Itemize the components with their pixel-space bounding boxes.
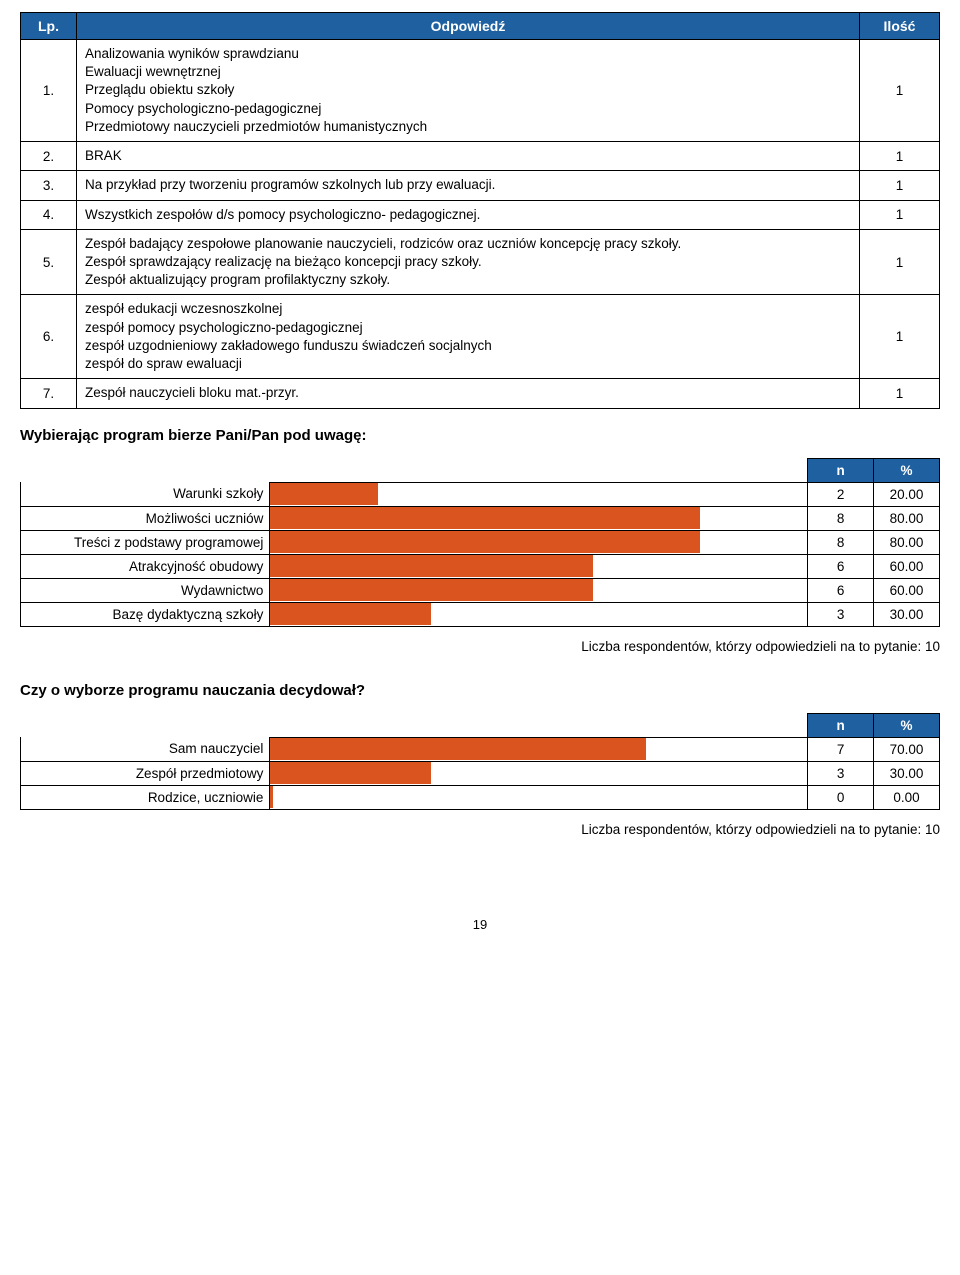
cell-label: Rodzice, uczniowie — [21, 785, 270, 809]
cell-pct: 60.00 — [874, 554, 940, 578]
table-row: 2.BRAK1 — [21, 142, 940, 171]
cell-n: 2 — [808, 482, 874, 506]
cell-lp: 3. — [21, 171, 77, 200]
cell-n: 0 — [808, 785, 874, 809]
criteria-table: n % Warunki szkoły220.00Możliwości uczni… — [20, 458, 940, 627]
cell-response: Zespół badający zespołowe planowanie nau… — [77, 229, 860, 295]
table-row: Warunki szkoły 220.00 — [21, 482, 940, 506]
cell-bar — [270, 602, 808, 626]
section3-note: Liczba respondentów, którzy odpowiedziel… — [20, 822, 940, 837]
cell-count: 1 — [860, 295, 940, 379]
col-il: Ilość — [860, 13, 940, 40]
col-resp: Odpowiedź — [77, 13, 860, 40]
cell-n: 8 — [808, 506, 874, 530]
cell-lp: 5. — [21, 229, 77, 295]
table-row: Atrakcyjność obudowy 660.00 — [21, 554, 940, 578]
table-row: Wydawnictwo 660.00 — [21, 578, 940, 602]
table-row: Treści z podstawy programowej 880.00 — [21, 530, 940, 554]
section2-note: Liczba respondentów, którzy odpowiedziel… — [20, 639, 940, 654]
table-row: Zespół przedmiotowy 330.00 — [21, 761, 940, 785]
bar — [270, 603, 431, 625]
cell-label: Sam nauczyciel — [21, 737, 270, 761]
col-pct: % — [874, 713, 940, 737]
cell-n: 7 — [808, 737, 874, 761]
cell-pct: 20.00 — [874, 482, 940, 506]
cell-label: Wydawnictwo — [21, 578, 270, 602]
bar — [270, 762, 431, 784]
cell-pct: 60.00 — [874, 578, 940, 602]
cell-n: 6 — [808, 578, 874, 602]
decision-table: n % Sam nauczyciel770.00Zespół przedmiot… — [20, 713, 940, 810]
cell-bar — [270, 578, 808, 602]
cell-bar — [270, 506, 808, 530]
cell-bar — [270, 530, 808, 554]
cell-response: Na przykład przy tworzeniu programów szk… — [77, 171, 860, 200]
col-n: n — [808, 458, 874, 482]
cell-lp: 1. — [21, 40, 77, 142]
cell-pct: 30.00 — [874, 602, 940, 626]
table-row: Bazę dydaktyczną szkoły 330.00 — [21, 602, 940, 626]
cell-pct: 30.00 — [874, 761, 940, 785]
section3-title: Czy o wyborze programu nauczania decydow… — [20, 682, 940, 699]
cell-response: Wszystkich zespołów d/s pomocy psycholog… — [77, 200, 860, 229]
cell-pct: 70.00 — [874, 737, 940, 761]
cell-bar — [270, 482, 808, 506]
cell-count: 1 — [860, 229, 940, 295]
page-number: 19 — [20, 917, 940, 932]
bar — [270, 483, 377, 505]
cell-label: Bazę dydaktyczną szkoły — [21, 602, 270, 626]
cell-label: Warunki szkoły — [21, 482, 270, 506]
cell-n: 6 — [808, 554, 874, 578]
cell-lp: 2. — [21, 142, 77, 171]
cell-bar — [270, 761, 808, 785]
table-row: Sam nauczyciel 770.00 — [21, 737, 940, 761]
cell-n: 8 — [808, 530, 874, 554]
cell-count: 1 — [860, 40, 940, 142]
cell-response: Zespół nauczycieli bloku mat.-przyr. — [77, 379, 860, 408]
bar — [270, 555, 592, 577]
col-pct: % — [874, 458, 940, 482]
table-row: 1.Analizowania wyników sprawdzianuEwalua… — [21, 40, 940, 142]
section2-title: Wybierając program bierze Pani/Pan pod u… — [20, 427, 940, 444]
cell-count: 1 — [860, 379, 940, 408]
table-row: 4.Wszystkich zespołów d/s pomocy psychol… — [21, 200, 940, 229]
bar — [270, 507, 700, 529]
bar — [270, 786, 273, 808]
cell-n: 3 — [808, 602, 874, 626]
cell-bar — [270, 554, 808, 578]
cell-label: Możliwości uczniów — [21, 506, 270, 530]
col-n: n — [808, 713, 874, 737]
cell-response: BRAK — [77, 142, 860, 171]
table-row: 3.Na przykład przy tworzeniu programów s… — [21, 171, 940, 200]
col-lp: Lp. — [21, 13, 77, 40]
cell-pct: 80.00 — [874, 530, 940, 554]
cell-pct: 80.00 — [874, 506, 940, 530]
cell-count: 1 — [860, 200, 940, 229]
bar — [270, 738, 646, 760]
cell-lp: 7. — [21, 379, 77, 408]
cell-label: Zespół przedmiotowy — [21, 761, 270, 785]
cell-n: 3 — [808, 761, 874, 785]
cell-bar — [270, 785, 808, 809]
cell-label: Treści z podstawy programowej — [21, 530, 270, 554]
cell-lp: 4. — [21, 200, 77, 229]
table-row: 7.Zespół nauczycieli bloku mat.-przyr.1 — [21, 379, 940, 408]
table-row: 6.zespół edukacji wczesnoszkolnejzespół … — [21, 295, 940, 379]
cell-bar — [270, 737, 808, 761]
cell-response: Analizowania wyników sprawdzianuEwaluacj… — [77, 40, 860, 142]
table-row: Rodzice, uczniowie 00.00 — [21, 785, 940, 809]
responses-table: Lp. Odpowiedź Ilość 1.Analizowania wynik… — [20, 12, 940, 409]
cell-pct: 0.00 — [874, 785, 940, 809]
bar — [270, 579, 592, 601]
cell-lp: 6. — [21, 295, 77, 379]
table-row: 5.Zespół badający zespołowe planowanie n… — [21, 229, 940, 295]
cell-count: 1 — [860, 171, 940, 200]
bar — [270, 531, 700, 553]
table-row: Możliwości uczniów 880.00 — [21, 506, 940, 530]
cell-count: 1 — [860, 142, 940, 171]
cell-label: Atrakcyjność obudowy — [21, 554, 270, 578]
cell-response: zespół edukacji wczesnoszkolnejzespół po… — [77, 295, 860, 379]
